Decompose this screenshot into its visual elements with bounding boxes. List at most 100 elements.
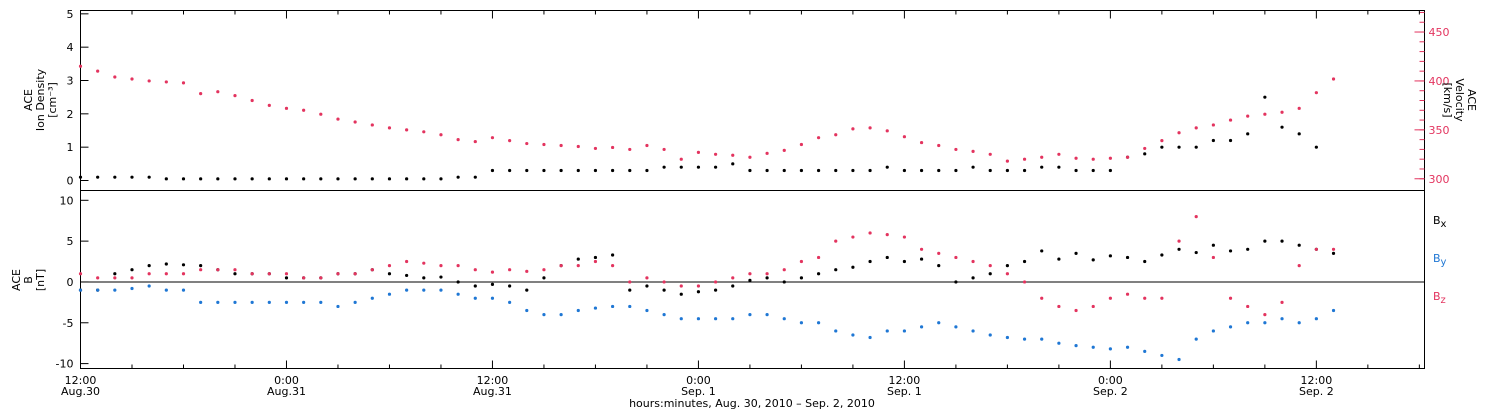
bx-point bbox=[662, 288, 666, 292]
bz-point bbox=[284, 272, 289, 276]
date-tick-label: Aug.30 bbox=[61, 385, 100, 398]
velocity-point bbox=[405, 128, 409, 132]
bx-point bbox=[1125, 255, 1130, 260]
bz-point bbox=[1091, 304, 1095, 309]
density-point bbox=[405, 177, 409, 181]
by-point bbox=[1057, 341, 1061, 345]
density-point bbox=[645, 168, 649, 173]
bx-point bbox=[816, 272, 821, 276]
density-point bbox=[611, 168, 615, 173]
bz-point bbox=[525, 269, 529, 273]
density-point bbox=[78, 175, 83, 179]
velocity-point bbox=[130, 77, 134, 81]
by-point bbox=[130, 286, 134, 291]
bz-point bbox=[559, 264, 563, 268]
density-point bbox=[456, 175, 460, 179]
velocity-point bbox=[593, 146, 598, 151]
by-point bbox=[439, 288, 443, 292]
by-point bbox=[1314, 317, 1318, 321]
bx-point bbox=[130, 268, 134, 272]
velocity-point bbox=[1331, 77, 1336, 81]
velocity-y-axis: 300 350 400 450 bbox=[1414, 11, 1450, 186]
velocity-point bbox=[799, 142, 804, 147]
velocity-tick-label: 400 bbox=[1429, 75, 1450, 88]
by-point bbox=[1331, 308, 1336, 313]
bz-point bbox=[834, 239, 838, 243]
date-tick-label: Sep. 2 bbox=[1299, 385, 1334, 398]
by-point bbox=[199, 300, 203, 304]
velocity-ylabel-line1: ACE bbox=[1465, 89, 1478, 111]
bz-point bbox=[490, 270, 495, 274]
bz-point bbox=[799, 259, 804, 264]
bx-point bbox=[679, 292, 683, 296]
velocity-point bbox=[782, 148, 786, 152]
date-tick-label: Aug.31 bbox=[267, 385, 306, 398]
density-point bbox=[662, 165, 666, 169]
velocity-point bbox=[78, 64, 83, 68]
bz-point bbox=[988, 264, 992, 268]
bx-point bbox=[576, 257, 580, 261]
by-point bbox=[902, 329, 907, 333]
by-point bbox=[662, 313, 666, 317]
density-point bbox=[1228, 138, 1233, 143]
density-point bbox=[731, 162, 735, 166]
bx-point bbox=[439, 275, 443, 279]
by-point bbox=[1108, 347, 1112, 351]
bx-point bbox=[1228, 249, 1233, 253]
bz-point bbox=[1211, 255, 1215, 260]
density-point bbox=[370, 177, 374, 181]
velocity-point bbox=[919, 140, 924, 145]
velocity-point bbox=[816, 136, 821, 140]
density-point bbox=[164, 177, 168, 181]
density-ylabel-line1: ACE bbox=[22, 89, 35, 111]
density-point bbox=[525, 168, 529, 173]
by-point bbox=[250, 300, 254, 304]
bz-point bbox=[1143, 296, 1147, 300]
legend-bz: Bz bbox=[1433, 290, 1446, 306]
by-point bbox=[782, 317, 786, 321]
velocity-ylabel-line3: [km/s] bbox=[1441, 82, 1454, 117]
density-velocity-points bbox=[78, 64, 1336, 181]
bz-point bbox=[1331, 247, 1336, 251]
density-point bbox=[1160, 145, 1164, 149]
bz-point bbox=[113, 276, 117, 280]
bz-point bbox=[1314, 247, 1318, 251]
velocity-point bbox=[336, 117, 340, 121]
bx-point bbox=[164, 262, 168, 266]
legend-bx: Bx bbox=[1433, 214, 1447, 230]
density-point bbox=[1091, 168, 1095, 173]
velocity-point bbox=[885, 129, 889, 133]
bz-point bbox=[1297, 264, 1301, 268]
velocity-point bbox=[387, 126, 392, 130]
velocity-point bbox=[1177, 131, 1181, 135]
legend: Bx By Bz bbox=[1433, 214, 1447, 306]
bx-point bbox=[834, 268, 838, 272]
bz-point bbox=[1194, 215, 1198, 219]
density-point bbox=[679, 165, 683, 169]
bx-point bbox=[387, 272, 392, 276]
bx-point bbox=[868, 259, 872, 264]
velocity-point bbox=[1057, 152, 1061, 156]
bx-point bbox=[490, 282, 495, 286]
by-point bbox=[1228, 325, 1233, 329]
by-point bbox=[422, 288, 426, 292]
bx-point bbox=[645, 284, 649, 288]
density-point bbox=[696, 165, 701, 169]
by-point bbox=[679, 317, 683, 321]
velocity-point bbox=[1022, 157, 1027, 161]
bx-point bbox=[954, 280, 958, 284]
bx-point bbox=[233, 272, 237, 276]
bz-point bbox=[439, 264, 443, 268]
bz-point bbox=[851, 235, 855, 239]
bz-point bbox=[782, 268, 786, 272]
density-point bbox=[765, 168, 769, 173]
bz-point bbox=[765, 272, 769, 276]
by-point bbox=[748, 313, 752, 317]
density-point bbox=[576, 168, 580, 173]
velocity-point bbox=[113, 75, 117, 79]
bx-point bbox=[199, 264, 203, 268]
time-tick-label: 12:00 bbox=[1301, 374, 1333, 387]
by-point bbox=[525, 308, 529, 313]
velocity-point bbox=[559, 143, 563, 148]
